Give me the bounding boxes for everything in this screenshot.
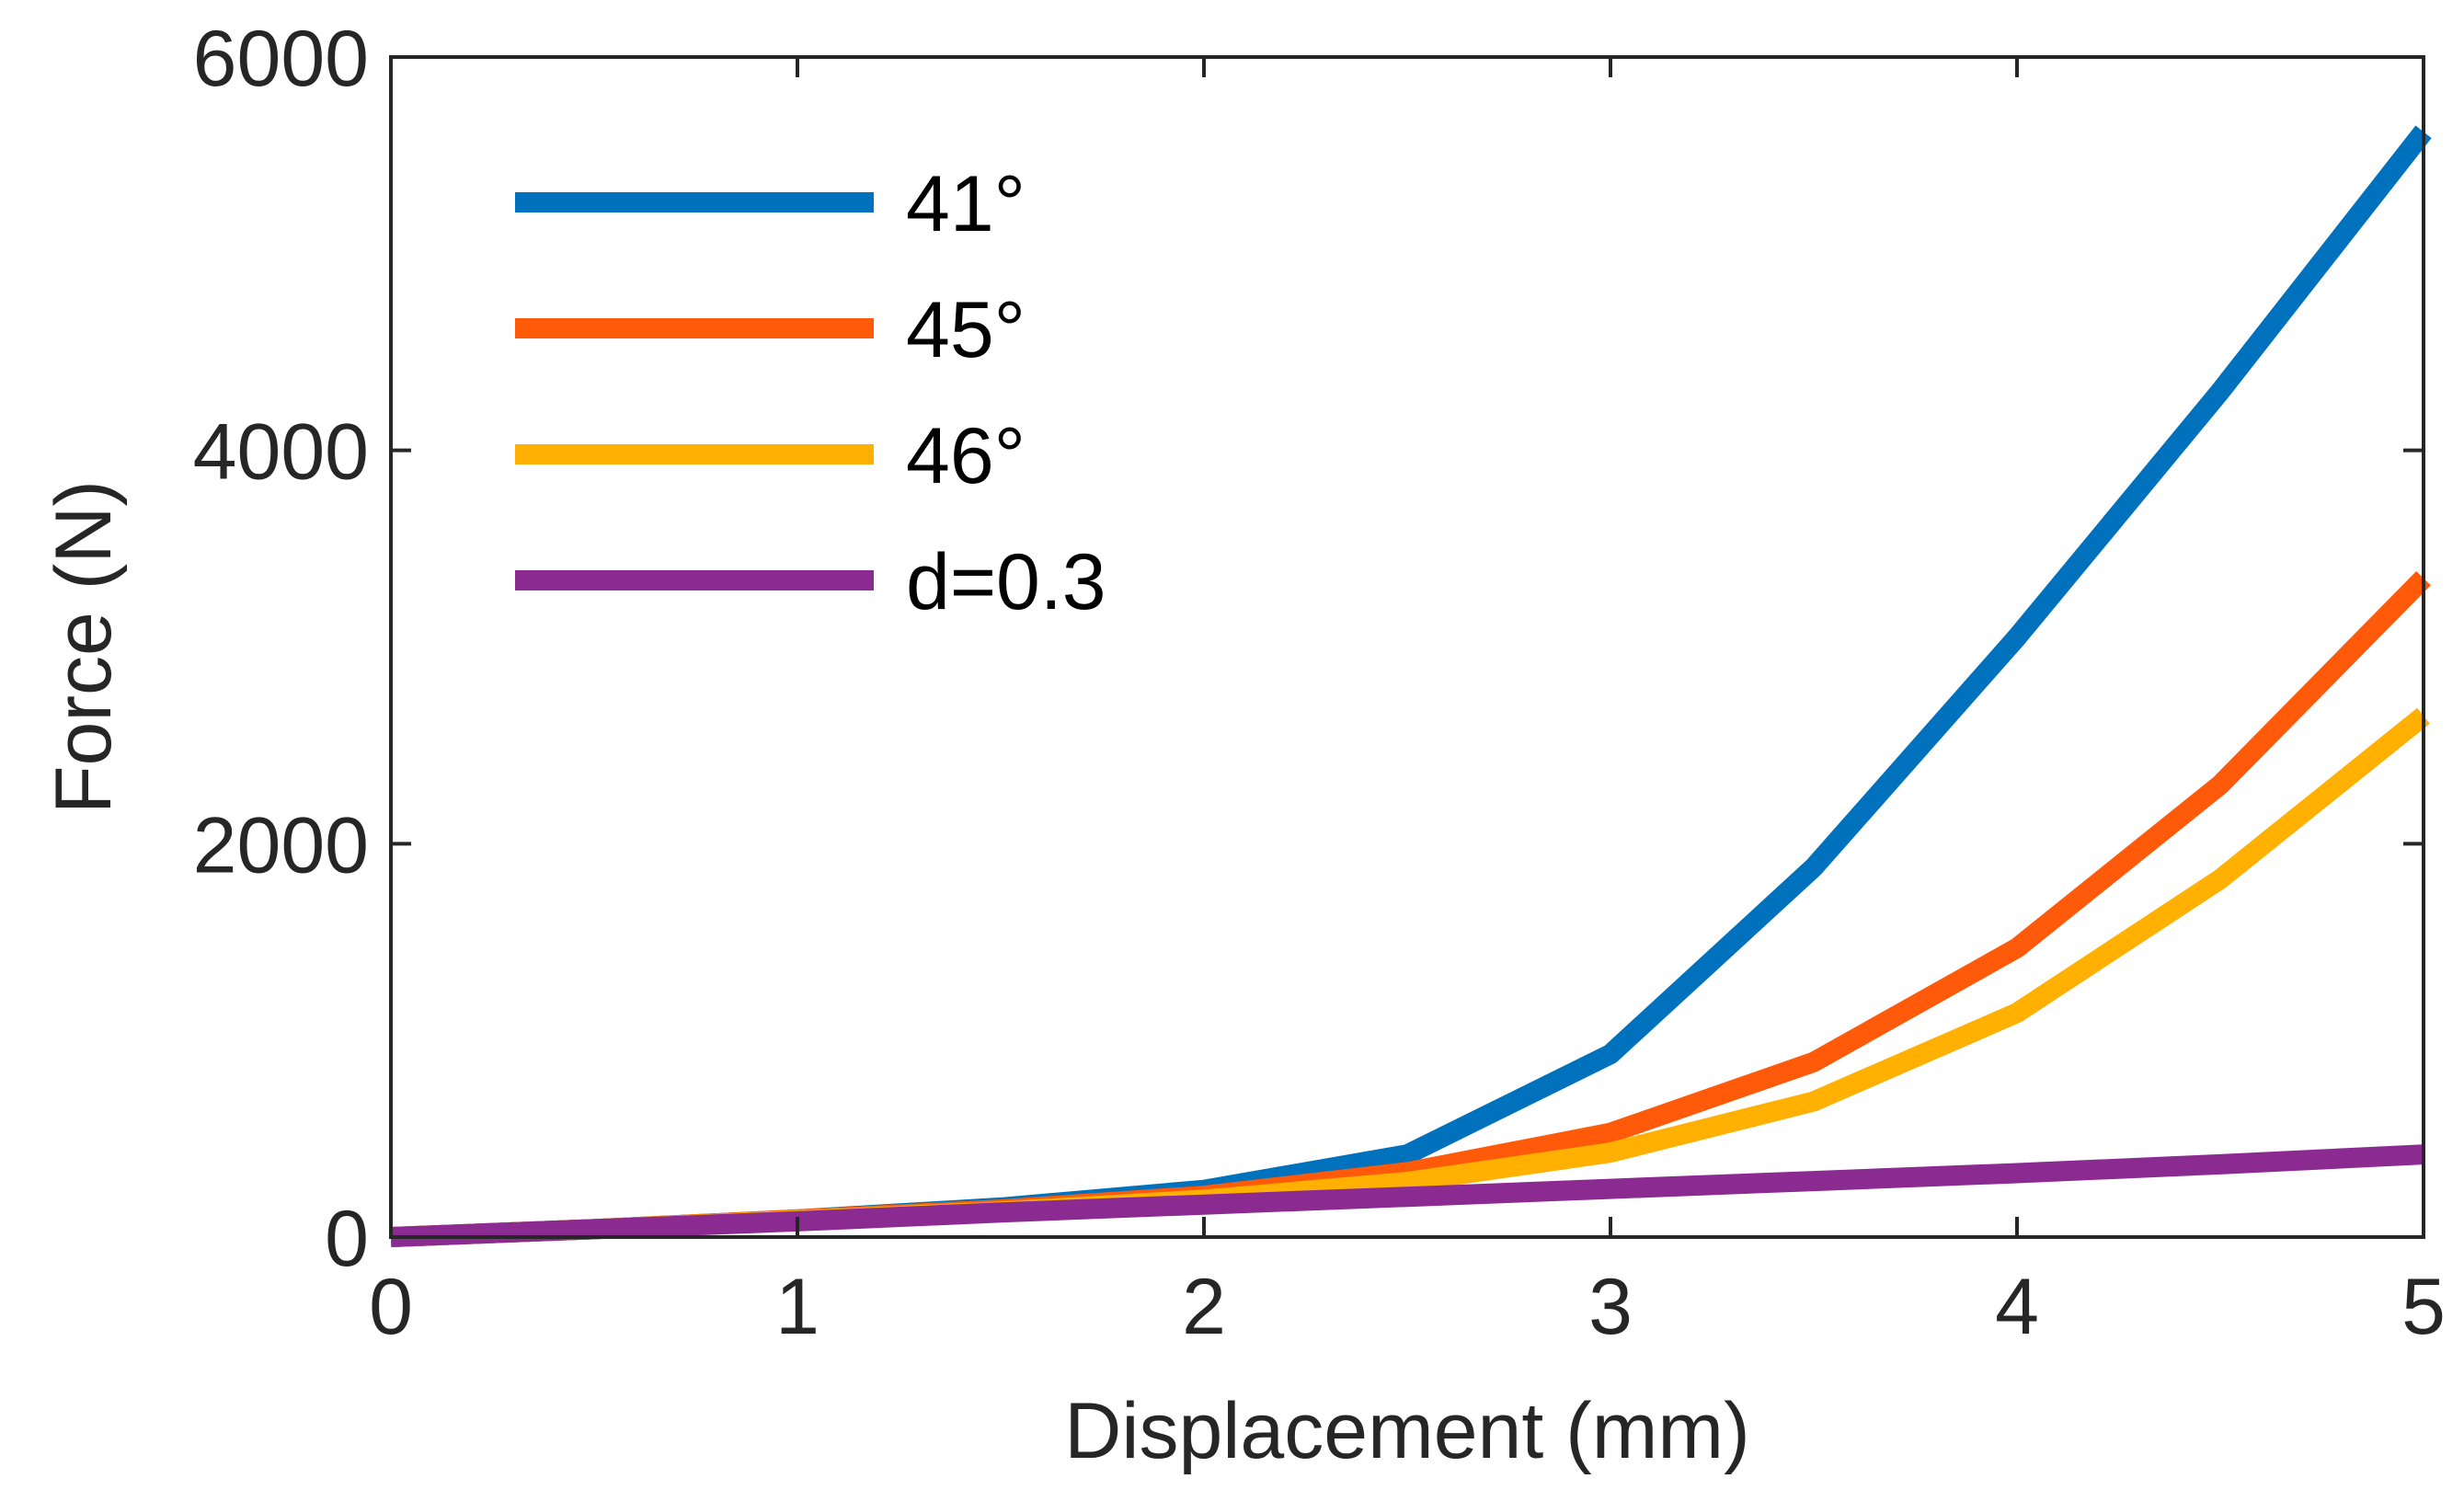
y-tick-label: 6000 bbox=[193, 15, 369, 103]
x-tick-label: 4 bbox=[1995, 1263, 2039, 1351]
legend: 41° 45° 46° d=0.3 bbox=[515, 160, 1106, 626]
legend-label: 46° bbox=[906, 412, 1026, 500]
plot-area-frame bbox=[389, 55, 2425, 1239]
y-axis-label: Force (N) bbox=[40, 480, 128, 814]
series-line-4 bbox=[390, 1144, 2424, 1247]
y-tick-label: 4000 bbox=[193, 408, 369, 497]
legend-label: d=0.3 bbox=[906, 538, 1106, 626]
y-tick-label: 0 bbox=[325, 1195, 369, 1283]
x-axis-label: Displacement (mm) bbox=[1064, 1387, 1749, 1475]
legend-label: 45° bbox=[906, 286, 1026, 374]
y-tick-label: 2000 bbox=[193, 801, 369, 889]
series-layer bbox=[390, 125, 2432, 1247]
x-tick-label: 5 bbox=[2401, 1263, 2446, 1351]
x-tick-label: 2 bbox=[1182, 1263, 1226, 1351]
x-tick-label: 3 bbox=[1588, 1263, 1633, 1351]
x-tick-label: 0 bbox=[369, 1263, 413, 1351]
legend-label: 41° bbox=[906, 160, 1026, 248]
x-tick-label: 1 bbox=[775, 1263, 819, 1351]
axis-ticks: 0 1 2 3 4 5 0 2000 4000 6000 bbox=[193, 15, 2446, 1351]
